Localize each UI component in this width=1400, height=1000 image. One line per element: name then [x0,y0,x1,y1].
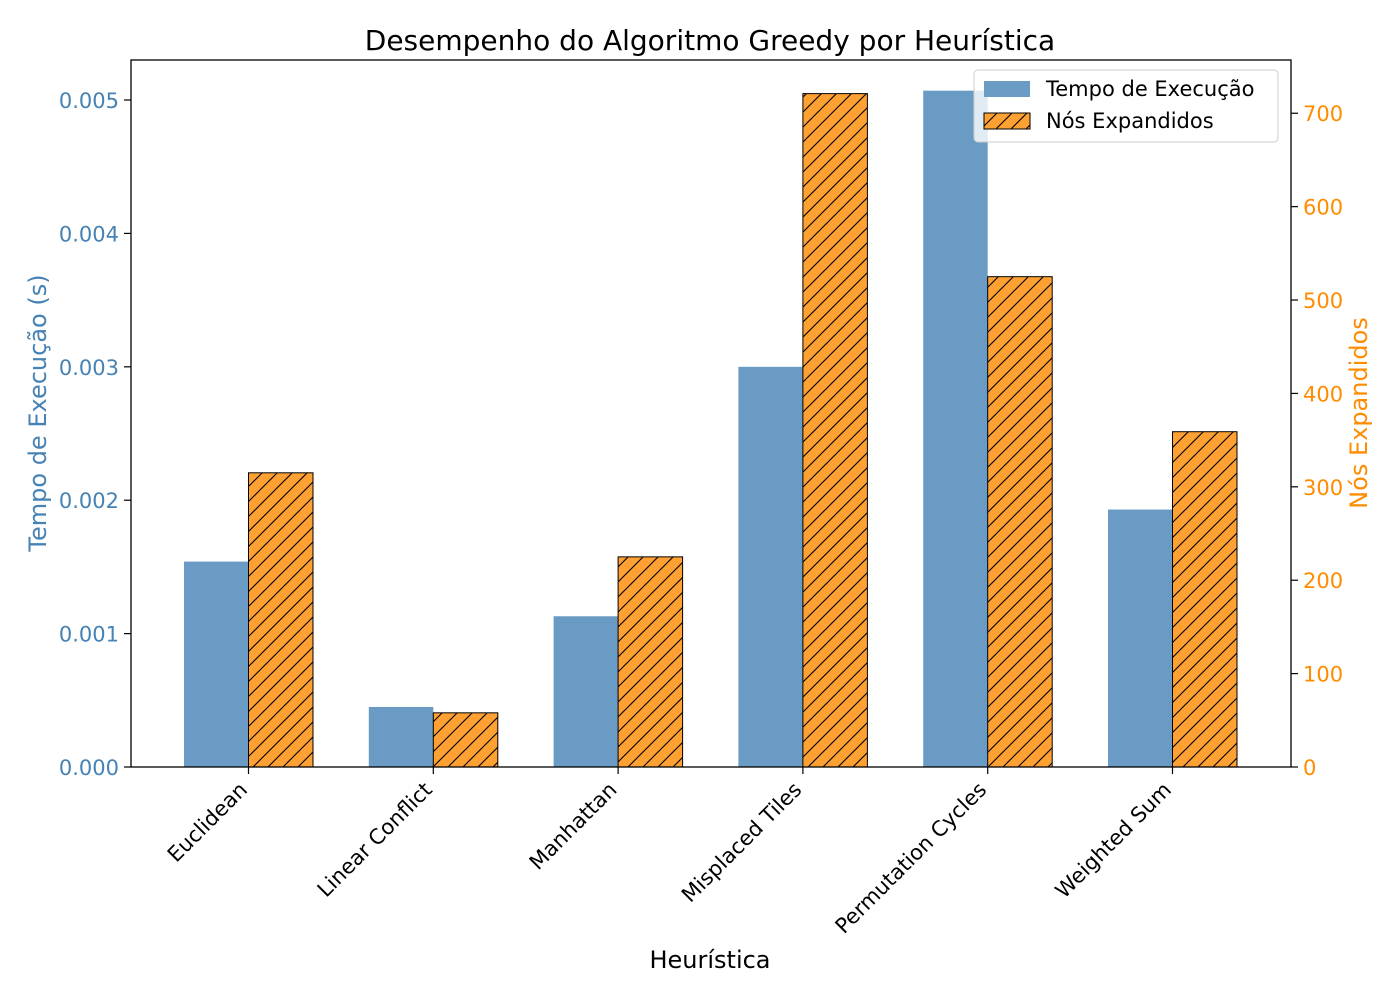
y-axis-left-label: Tempo de Execução (s) [24,274,52,552]
tick-label-right: 300 [1303,476,1343,500]
tick-label-left: 0.002 [59,489,119,513]
tick-label-right: 0 [1303,756,1316,780]
tick-label-right: 100 [1303,663,1343,687]
tick-label-right: 500 [1303,289,1343,313]
bar-nos [617,556,684,768]
bar-nos [1172,431,1238,768]
legend: Tempo de Execução Nós Expandidos [973,69,1279,143]
tick-label-x: Euclidean [163,778,252,867]
tick-label-x: Manhattan [525,778,622,875]
tick-label-right: 700 [1303,102,1343,126]
tick-label-right: 600 [1303,196,1343,220]
legend-label-nos: Nós Expandidos [1046,109,1214,133]
bar-tempo [923,90,988,767]
bar-nos-hatch [987,276,1053,767]
x-axis: Euclidean Linear Conflict Manhattan Misplac… [163,767,1176,938]
bars-tempo [184,90,1173,767]
bar-nos [432,712,499,768]
tick-label-x: Permutation Cycles [831,778,992,939]
legend-label-tempo: Tempo de Execução [1045,77,1255,101]
bar-nos-hatch [433,712,498,767]
bar-nos-hatch [802,93,868,767]
tick-label-x: Weighted Sum [1051,778,1176,903]
legend-swatch-tempo [984,81,1030,97]
bar-nos [248,472,314,768]
bar-tempo [553,616,619,767]
bar-tempo [184,561,249,767]
tick-label-left: 0.003 [59,356,119,380]
y-axis-right: 0 100 200 300 400 500 600 700 [1291,102,1343,780]
x-axis-label: Heurística [649,946,770,974]
tick-label-x: Linear Conflict [313,778,437,902]
y-axis-left: 0.000 0.001 0.002 0.003 0.004 0.005 [59,89,131,780]
bar-nos-hatch [248,472,313,767]
tick-label-left: 0.004 [59,222,119,246]
tick-label-right: 400 [1303,382,1343,406]
chart-title: Desempenho do Algoritmo Greedy por Heurí… [365,24,1055,57]
bar-nos [802,93,868,768]
tick-label-left: 0.001 [59,623,119,647]
bar-tempo [368,706,434,767]
bar-nos-hatch [1172,431,1237,767]
tick-label-left: 0.000 [59,756,119,780]
legend-box [973,69,1279,143]
bar-tempo [1108,509,1173,767]
bar-nos-hatch [618,556,683,767]
bar-nos [987,276,1053,768]
y-axis-right-label: Nós Expandidos [1345,317,1373,509]
plot-frame [130,59,1292,768]
legend-swatch-nos-hatch [984,113,1030,129]
tick-label-right: 200 [1303,569,1343,593]
tick-label-x: Misplaced Tiles [677,778,806,907]
bars-nos [248,93,1238,768]
tick-label-left: 0.005 [59,89,119,113]
bar-tempo [738,366,803,767]
